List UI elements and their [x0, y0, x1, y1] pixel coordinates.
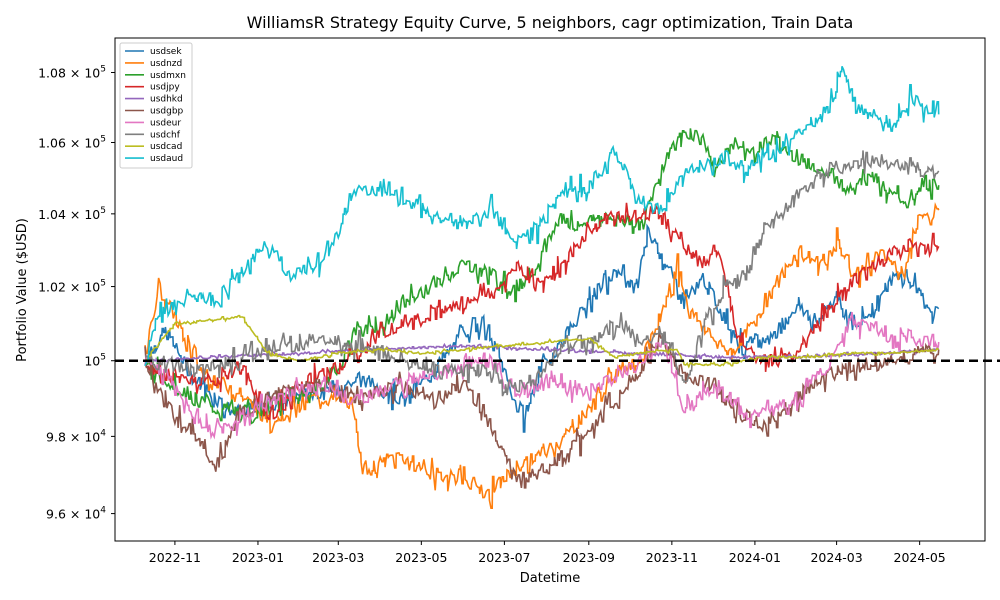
chart-title: WilliamsR Strategy Equity Curve, 5 neigh…	[247, 13, 854, 32]
series-line-usdjpy	[144, 202, 940, 420]
series-line-usdchf	[145, 150, 940, 397]
y-tick-label: 1.02 × 105	[38, 279, 106, 295]
series-line-usdmxn	[145, 128, 940, 425]
x-tick-label: 2023-03	[312, 550, 364, 565]
series-line-usdaud	[144, 65, 940, 367]
y-tick-label: 1.04 × 105	[38, 206, 106, 222]
plot-area	[114, 37, 986, 542]
series-line-usdnzd	[144, 201, 940, 509]
legend-label-usdsek: usdsek	[150, 47, 182, 57]
series-line-usdgbp	[144, 332, 940, 489]
y-tick-label: 1.08 × 105	[38, 65, 106, 81]
y-axis: 9.6 × 104 9.8 × 104 105 1.02 × 105 1.04 × 10…	[38, 65, 115, 522]
legend-label-usdeur: usdeur	[150, 118, 181, 128]
x-tick-label: 2024-05	[894, 550, 946, 565]
x-tick-label: 2024-03	[810, 550, 862, 565]
x-tick-label: 2023-11	[646, 550, 698, 565]
x-tick-label: 2023-09	[563, 550, 615, 565]
x-tick-label: 2023-07	[478, 550, 530, 565]
series-line-usdeur	[144, 311, 940, 440]
y-tick-label: 1.06 × 105	[38, 135, 106, 151]
x-axis-label: Datetime	[520, 571, 580, 586]
plot-frame	[114, 37, 986, 542]
legend-label-usdcad: usdcad	[150, 142, 182, 152]
legend: usdsek usdnzd usdmxn usdjpy usdhkd usdgbpusde…	[119, 42, 193, 169]
series-layer	[115, 65, 1000, 509]
x-axis: 2022-11 2023-01 2023-03 2023-05 2023-07 2023-…	[149, 541, 946, 565]
series-line-usdcad	[144, 314, 940, 369]
legend-label-usdjpy: usdjpy	[150, 83, 180, 93]
x-tick-label: 2023-01	[232, 550, 284, 565]
x-tick-label: 2024-01	[729, 550, 781, 565]
legend-label-usdmxn: usdmxn	[150, 71, 186, 81]
x-tick-label: 2022-11	[149, 550, 201, 565]
legend-label-usdnzd: usdnzd	[150, 59, 182, 69]
y-tick-label: 9.6 × 104	[46, 506, 106, 522]
legend-label-usdhkd: usdhkd	[150, 95, 183, 105]
y-tick-label: 105	[84, 353, 106, 369]
legend-label-usdaud: usdaud	[150, 154, 183, 164]
y-tick-label: 9.8 × 104	[46, 428, 106, 444]
legend-label-usdgbp: usdgbp	[150, 107, 184, 117]
y-axis-label: Portfolio Value ($USD)	[15, 218, 30, 362]
legend-label-usdchf: usdchf	[150, 130, 181, 140]
x-tick-label: 2023-05	[395, 550, 447, 565]
